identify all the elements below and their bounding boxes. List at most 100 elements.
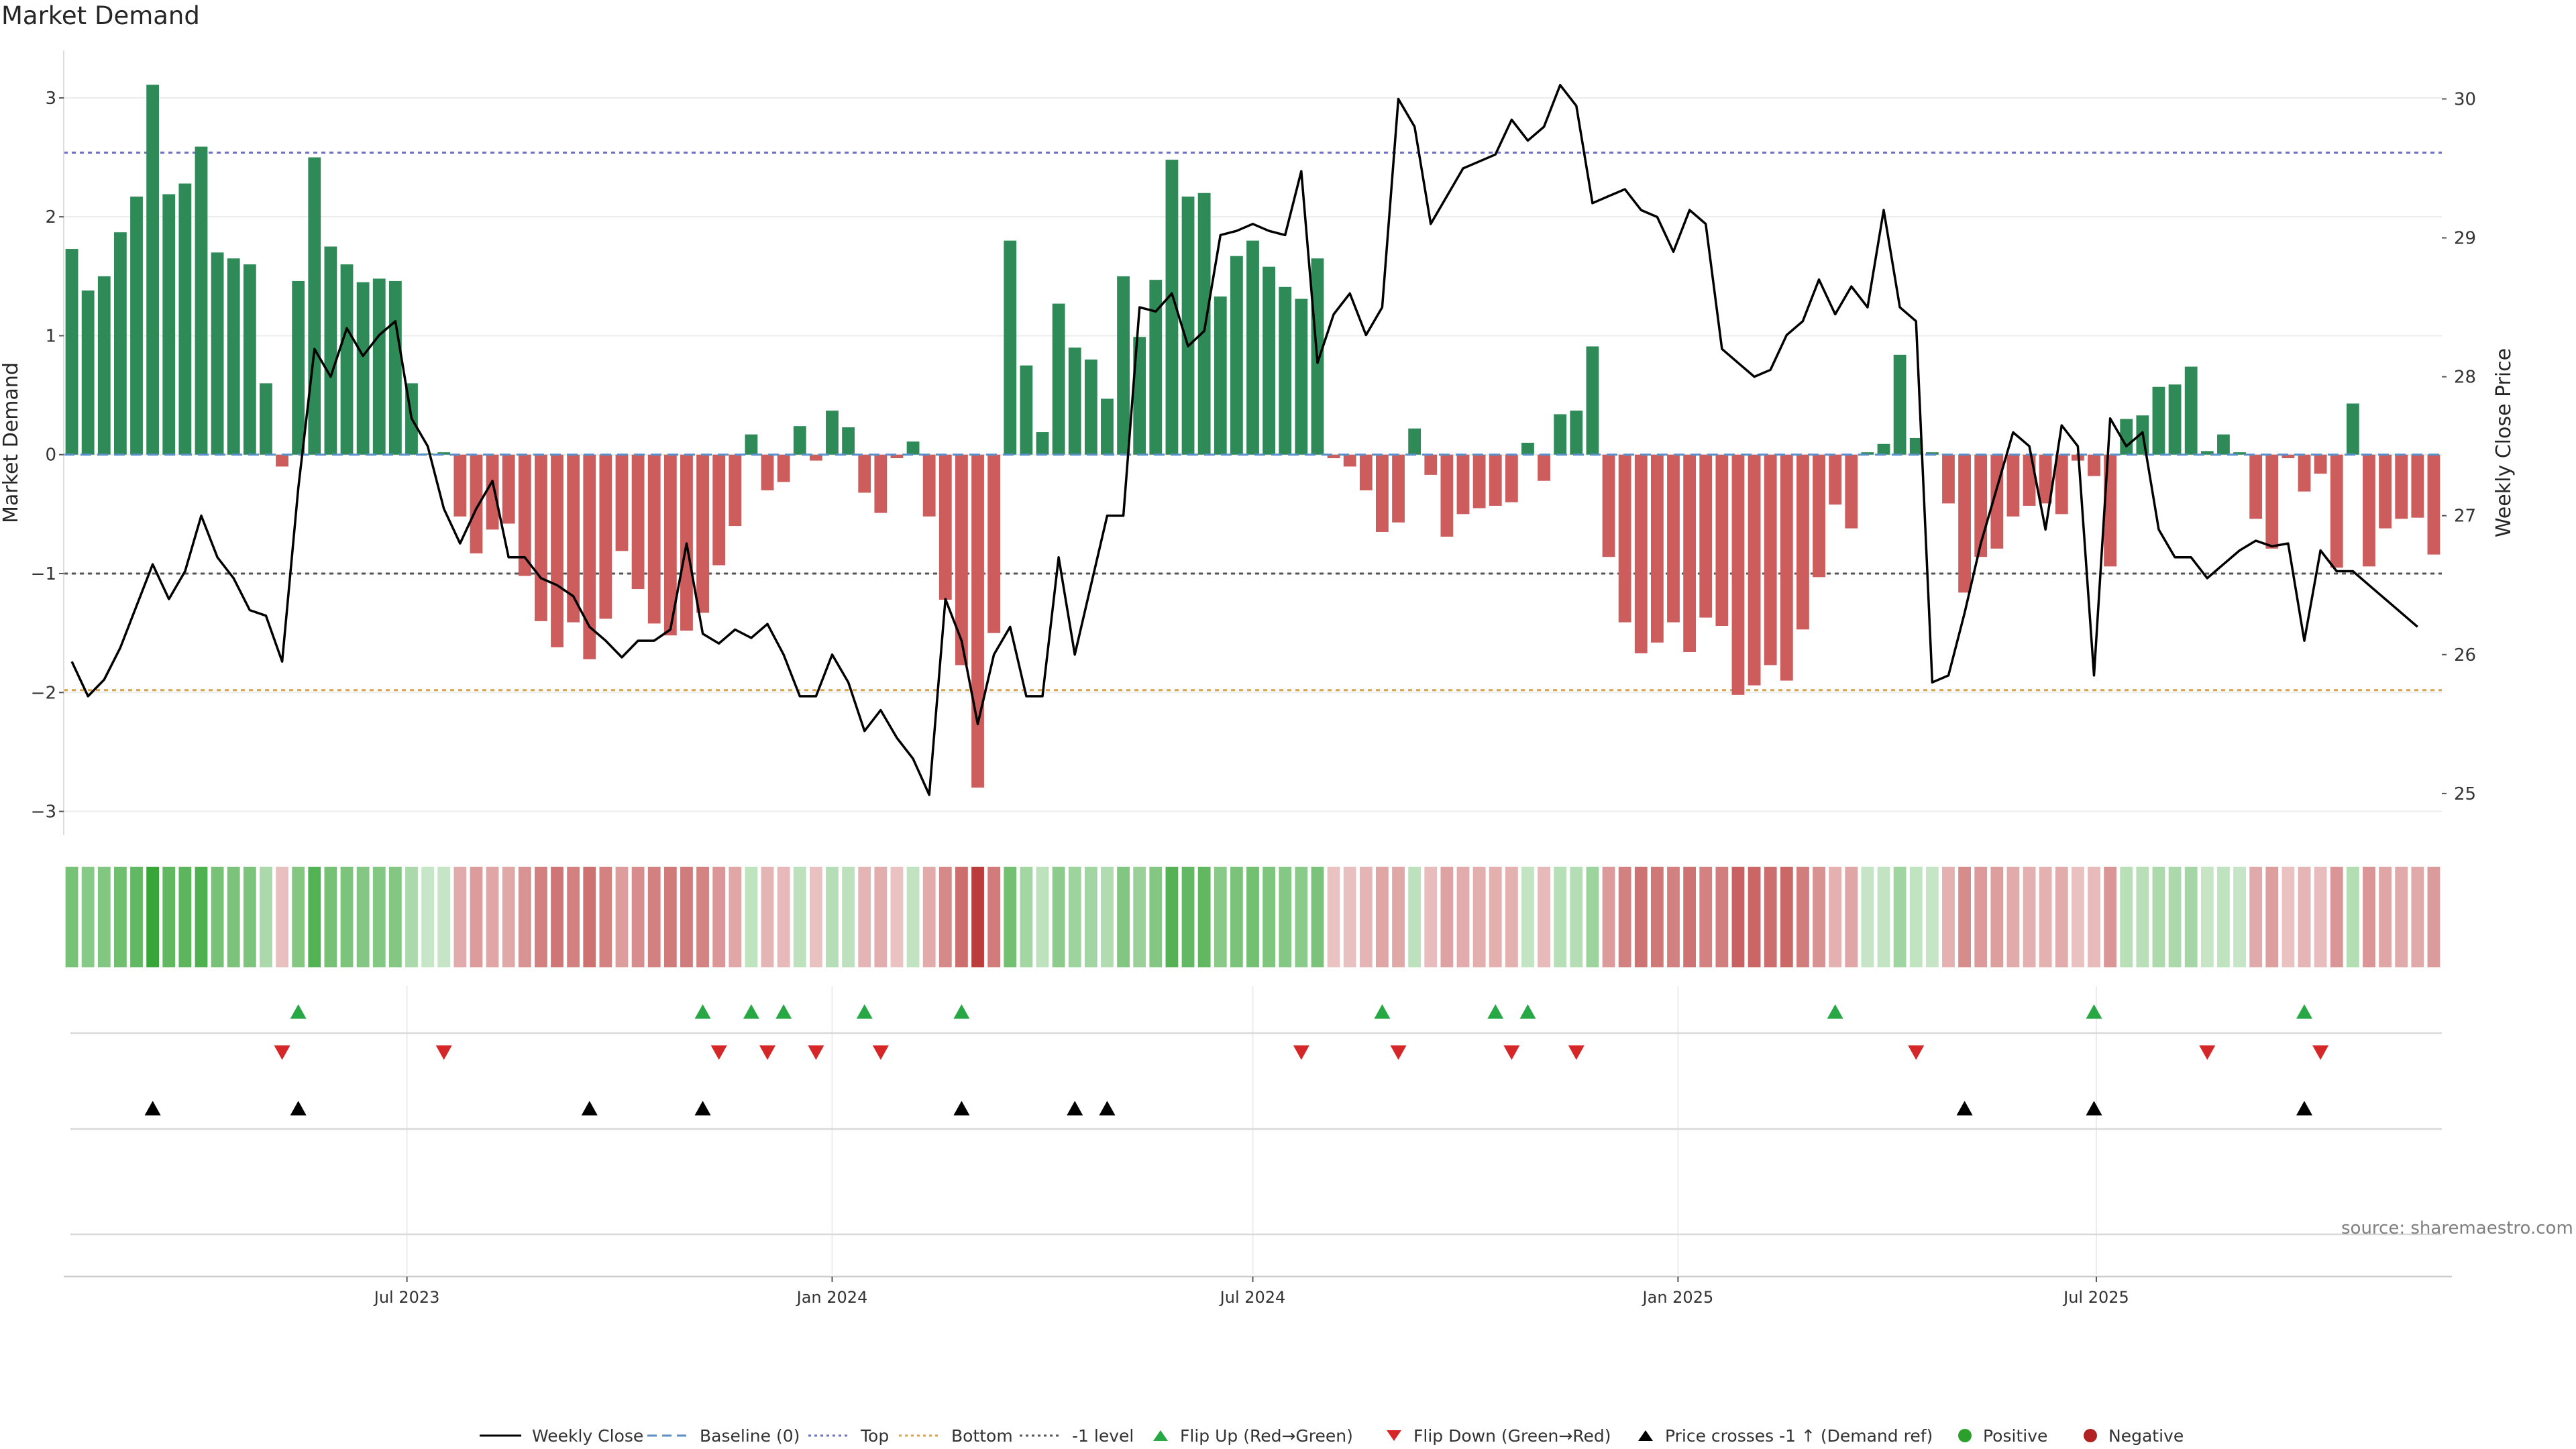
heat-cell [2088, 867, 2100, 967]
x-tick-label: Jan 2025 [1642, 1288, 1714, 1307]
heat-cell [1893, 867, 1907, 967]
heat-cell [2411, 867, 2424, 967]
demand-bar [2006, 454, 2020, 517]
heat-cell [276, 867, 288, 967]
demand-bar [2184, 366, 2198, 455]
demand-bar [1084, 359, 1097, 455]
heat-cell [340, 867, 354, 967]
heat-cell [405, 867, 418, 967]
heat-cell [809, 867, 822, 967]
heat-cell [680, 867, 693, 967]
demand-bar [1538, 454, 1550, 481]
demand-bar [356, 282, 370, 455]
flip-up-marker [694, 1004, 711, 1019]
demand-bar [437, 452, 451, 455]
demand-bar [729, 454, 742, 527]
demand-bar [2233, 452, 2246, 455]
heat-cell [712, 867, 726, 967]
y2-tick-label: 25 [2454, 784, 2476, 804]
demand-bar [2023, 454, 2036, 506]
flip-up-marker [953, 1004, 970, 1019]
demand-bar [1650, 454, 1664, 643]
y-tick-label: 0 [45, 445, 56, 466]
heat-cell [1295, 867, 1308, 967]
heat-cell [1909, 867, 1923, 967]
demand-bar [1230, 256, 1243, 455]
demand-bar [81, 290, 95, 455]
y-tick-label: 1 [45, 326, 56, 346]
price-cross-marker [1956, 1101, 1973, 1116]
demand-bar [890, 454, 904, 459]
heat-cell [1861, 867, 1874, 967]
legend-label: Price crosses -1 ↑ (Demand ref) [1665, 1426, 1933, 1446]
heat-cell [1214, 867, 1227, 967]
legend-item-bottom: Bottom [899, 1422, 1013, 1449]
heat-cell [1764, 867, 1777, 967]
demand-bar [1279, 286, 1292, 455]
heat-cell [1715, 867, 1729, 967]
flip-up-marker [856, 1004, 873, 1019]
heat-cell [2395, 867, 2408, 967]
heat-cell [2282, 867, 2295, 967]
heat-cell [1586, 867, 1599, 967]
demand-bar [2055, 454, 2068, 515]
chart-title: Market Demand [1, 1, 200, 30]
heat-cell [292, 867, 305, 967]
demand-bar [809, 454, 822, 461]
legend-item-minus-one: -1 level [1020, 1422, 1134, 1449]
heat-cell [583, 867, 596, 967]
demand-bar [2282, 454, 2295, 459]
heat-cell [631, 867, 645, 967]
heat-cell [65, 867, 78, 967]
price-cross-marker [1099, 1101, 1116, 1116]
legend-label: -1 level [1072, 1426, 1134, 1446]
demand-bar [1942, 454, 1955, 504]
heat-cell [1990, 867, 2004, 967]
heat-cell [1376, 867, 1389, 967]
price-cross-marker [581, 1101, 598, 1116]
heat-cell [2152, 867, 2165, 967]
legend: Weekly Close Baseline (0) Top Bottom -1 … [0, 1422, 2576, 1449]
heat-cell [1780, 867, 1793, 967]
heat-cell [1456, 867, 1470, 967]
heat-cell [987, 867, 1001, 967]
demand-bar [1424, 454, 1438, 475]
heat-cell [1197, 867, 1211, 967]
heat-cell [162, 867, 176, 967]
positive-dot-icon [1958, 1429, 1972, 1442]
legend-label: Weekly Close [532, 1426, 644, 1446]
demand-bar [696, 454, 709, 613]
demand-bar [1521, 443, 1534, 455]
demand-bar [2039, 454, 2052, 504]
heat-cell [842, 867, 855, 967]
heat-cell [1392, 867, 1405, 967]
heat-cell [211, 867, 224, 967]
demand-bar [2314, 454, 2327, 474]
price-cross-marker [290, 1101, 307, 1116]
demand-bar [1618, 454, 1631, 623]
heat-cell [1149, 867, 1163, 967]
demand-bar [211, 252, 224, 455]
legend-swatch-weekly-close [480, 1434, 521, 1437]
heat-cell [2314, 867, 2327, 967]
demand-bar [551, 454, 564, 647]
y2-axis-label: Weekly Close Price [2492, 348, 2516, 537]
heat-cell [502, 867, 515, 967]
heat-cell [1084, 867, 1097, 967]
heat-cell [356, 867, 370, 967]
y2-tick-label: 26 [2454, 645, 2476, 665]
demand-bar [1181, 197, 1195, 455]
demand-bar [1392, 454, 1405, 523]
source-note: source: sharemaestro.com [2341, 1218, 2573, 1238]
demand-bar [874, 454, 888, 513]
demand-bar [1214, 296, 1227, 455]
heat-cell [1505, 867, 1518, 967]
legend-item-baseline: Baseline (0) [647, 1422, 800, 1449]
demand-bar [130, 197, 143, 455]
heat-cell [1683, 867, 1697, 967]
flip-down-marker [1390, 1045, 1407, 1060]
heat-cell [745, 867, 758, 967]
demand-bar [599, 454, 612, 619]
legend-item-weekly-close: Weekly Close [480, 1422, 643, 1449]
